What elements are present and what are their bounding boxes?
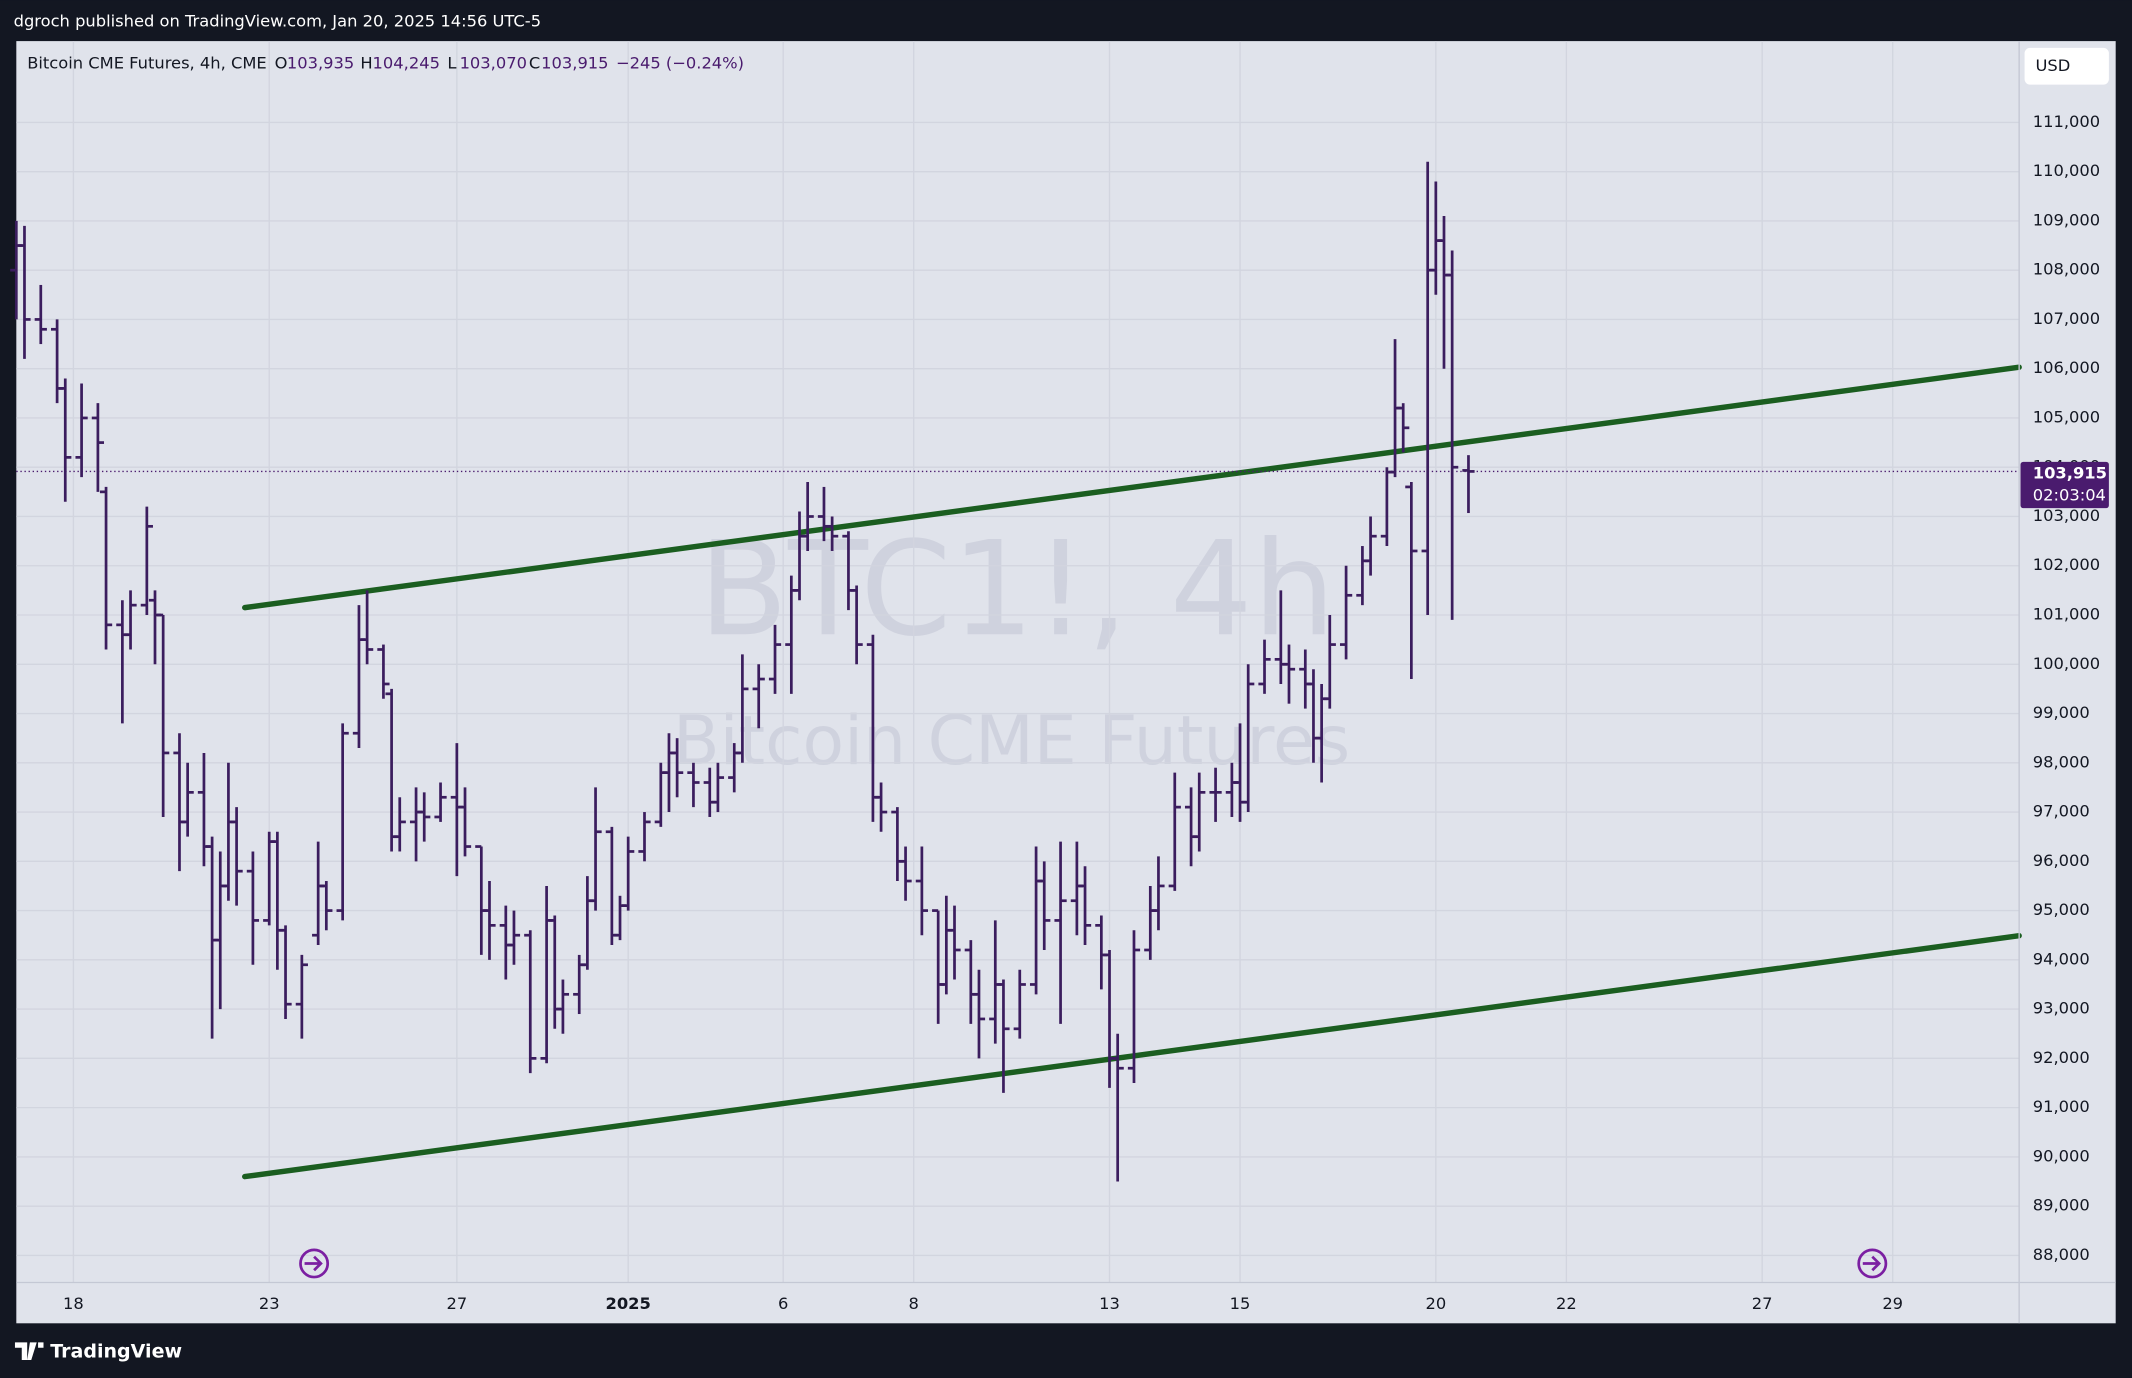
y-tick-label: 93,000 [2033,999,2090,1018]
y-tick-label: 100,000 [2033,654,2100,673]
x-tick-label: 13 [1099,1294,1120,1313]
y-tick-label: 89,000 [2033,1196,2090,1215]
x-tick-label: 27 [446,1294,467,1313]
y-tick-label: 94,000 [2033,949,2090,968]
brand: TradingView [50,1340,182,1362]
y-tick-label: 99,000 [2033,703,2090,722]
tradingview-logo [14,1342,44,1361]
legend-value: 103,935 [287,54,354,73]
legend-change: −245 (−0.24%) [616,54,744,73]
jump-icon[interactable] [1857,1248,1888,1279]
plot-area: BTC1!, 4h Bitcoin CME Futures 88,000 89,000… [10,41,2109,1313]
countdown: 02:03:04 [2033,485,2106,504]
y-tick-label: 96,000 [2033,851,2090,870]
legend-value: 104,245 [373,54,440,73]
legend-key: O [275,54,288,73]
y-tick-label: 108,000 [2033,260,2100,279]
y-tick-label: 98,000 [2033,752,2090,771]
last-price-label: 103,915 [2033,464,2107,483]
watermark-ticker: BTC1!, 4h [699,513,1336,665]
trend-line [242,364,2022,611]
x-tick-label: 8 [909,1294,919,1313]
y-tick-label: 109,000 [2033,210,2100,229]
x-tick-label: 23 [259,1294,280,1313]
y-tick-label: 107,000 [2033,309,2100,328]
trend-line [242,932,2022,1180]
y-tick-label: 97,000 [2033,802,2090,821]
watermark-name: Bitcoin CME Futures [673,702,1350,781]
y-tick-label: 103,000 [2033,506,2100,525]
currency-label: USD [2035,56,2070,75]
y-tick-label: 90,000 [2033,1146,2090,1165]
x-tick-label: 18 [63,1294,84,1313]
y-tick-label: 88,000 [2033,1245,2090,1264]
y-tick-label: 110,000 [2033,161,2100,180]
legend-key: C [529,54,540,73]
y-tick-label: 91,000 [2033,1097,2090,1116]
y-tick-label: 102,000 [2033,555,2100,574]
x-tick-label: 22 [1556,1294,1577,1313]
y-tick-label: 95,000 [2033,900,2090,919]
currency-button[interactable] [2024,47,2109,85]
legend-key: H [360,54,372,73]
jump-icon[interactable] [299,1248,330,1279]
x-tick-label: 6 [778,1294,788,1313]
legend-value: 103,070 [460,54,527,73]
y-tick-label: 101,000 [2033,605,2100,624]
last-price-box [2020,461,2109,509]
x-tick-label: 20 [1425,1294,1446,1313]
publisher-line: dgroch published on TradingView.com, Jan… [14,12,541,31]
x-tick-label: 2025 [605,1294,650,1313]
chart-panel [16,41,2116,1324]
y-tick-label: 111,000 [2033,112,2100,131]
legend-symbol: Bitcoin CME Futures, 4h, CME [27,54,267,73]
y-tick-label: 105,000 [2033,407,2100,426]
x-tick-label: 29 [1882,1294,1903,1313]
legend-value: 103,915 [541,54,608,73]
y-tick-label: 92,000 [2033,1048,2090,1067]
y-tick-label: 106,000 [2033,358,2100,377]
legend-key: L [447,54,456,73]
legend: Bitcoin CME Futures, 4h, CME O 103,935 H 104… [27,54,744,73]
x-tick-label: 15 [1230,1294,1251,1313]
x-tick-label: 27 [1752,1294,1773,1313]
